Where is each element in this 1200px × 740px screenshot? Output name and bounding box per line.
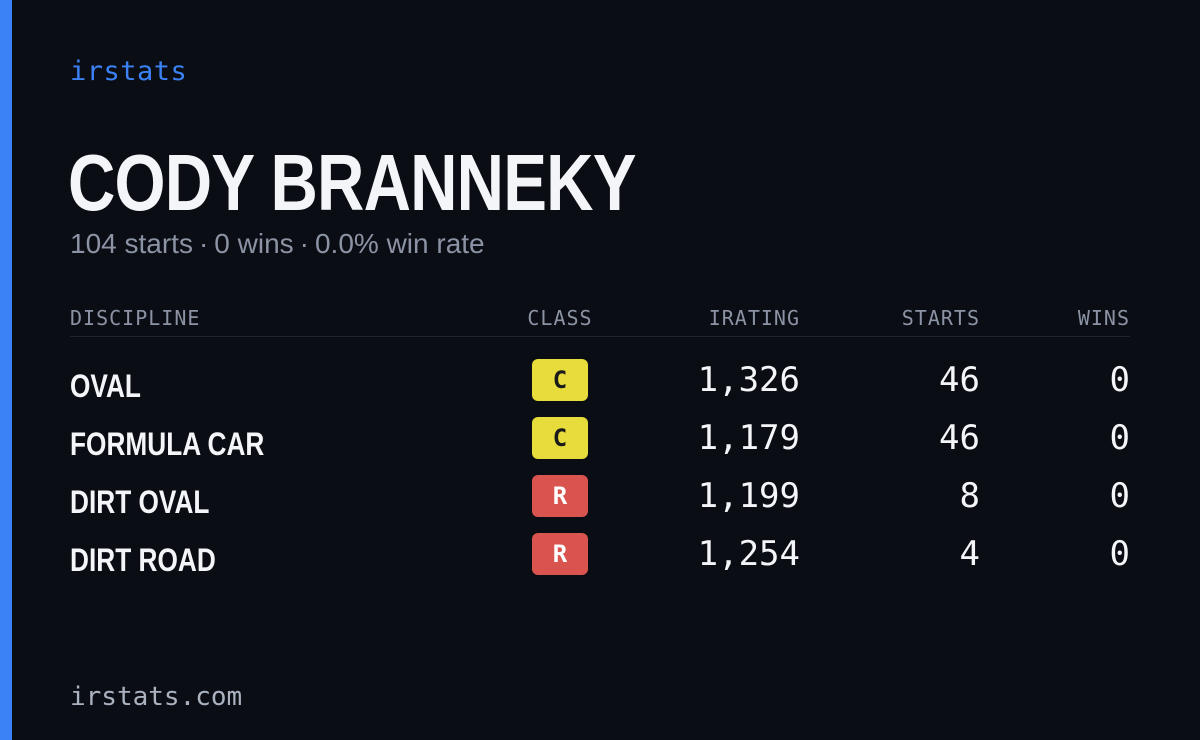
- wins-summary: 0 wins: [214, 228, 294, 259]
- separator: ·: [299, 228, 309, 259]
- license-class-badge: R: [532, 475, 588, 517]
- driver-name: CODY BRANNEKY: [68, 138, 636, 227]
- win-rate-summary: 0.0% win rate: [314, 228, 485, 259]
- table-row: OVAL C 1,326 46 0: [70, 337, 1130, 410]
- wins-value: 0: [1109, 418, 1130, 458]
- irating-value: 1,326: [697, 360, 800, 400]
- irating-value: 1,199: [697, 476, 800, 516]
- irating-value: 1,179: [697, 418, 800, 458]
- starts-value: 46: [939, 418, 980, 458]
- discipline-cell: DIRT ROAD: [70, 525, 500, 583]
- table-row: DIRT OVAL R 1,199 8 0: [70, 467, 1130, 525]
- discipline-label: DIRT OVAL: [70, 483, 210, 520]
- wins-value: 0: [1109, 476, 1130, 516]
- footer-site-url: irstats.com: [70, 682, 243, 712]
- accent-bar: [0, 0, 12, 740]
- starts-summary: 104 starts: [70, 228, 193, 259]
- separator: ·: [198, 228, 209, 259]
- starts-value: 8: [959, 476, 980, 516]
- table-row: FORMULA CAR C 1,179 46 0: [70, 409, 1130, 467]
- discipline-label: OVAL: [70, 367, 141, 404]
- class-cell: R: [500, 467, 620, 525]
- wins-value: 0: [1109, 534, 1130, 574]
- license-class-badge: C: [532, 359, 588, 401]
- class-cell: C: [500, 409, 620, 467]
- starts-value: 46: [939, 360, 980, 400]
- discipline-stats-table: DISCIPLINE CLASS IRATING STARTS WINS OVA…: [70, 296, 1130, 583]
- discipline-cell: OVAL: [70, 337, 500, 410]
- discipline-label: DIRT ROAD: [70, 541, 216, 578]
- starts-value: 4: [959, 534, 980, 574]
- driver-summary: 104 starts · 0 wins · 0.0% win rate: [70, 228, 485, 260]
- class-cell: C: [500, 337, 620, 410]
- discipline-cell: DIRT OVAL: [70, 467, 500, 525]
- header-wins: WINS: [980, 296, 1130, 337]
- header-irating: IRATING: [620, 296, 800, 337]
- license-class-badge: C: [532, 417, 588, 459]
- discipline-label: FORMULA CAR: [70, 425, 265, 462]
- wins-value: 0: [1109, 360, 1130, 400]
- header-discipline: DISCIPLINE: [70, 296, 500, 337]
- class-cell: R: [500, 525, 620, 583]
- table-header-row: DISCIPLINE CLASS IRATING STARTS WINS: [70, 296, 1130, 337]
- brand-logo-text: irstats: [70, 56, 188, 87]
- header-class: CLASS: [500, 296, 620, 337]
- table-row: DIRT ROAD R 1,254 4 0: [70, 525, 1130, 583]
- header-starts: STARTS: [800, 296, 980, 337]
- irating-value: 1,254: [697, 534, 800, 574]
- discipline-cell: FORMULA CAR: [70, 409, 500, 467]
- license-class-badge: R: [532, 533, 588, 575]
